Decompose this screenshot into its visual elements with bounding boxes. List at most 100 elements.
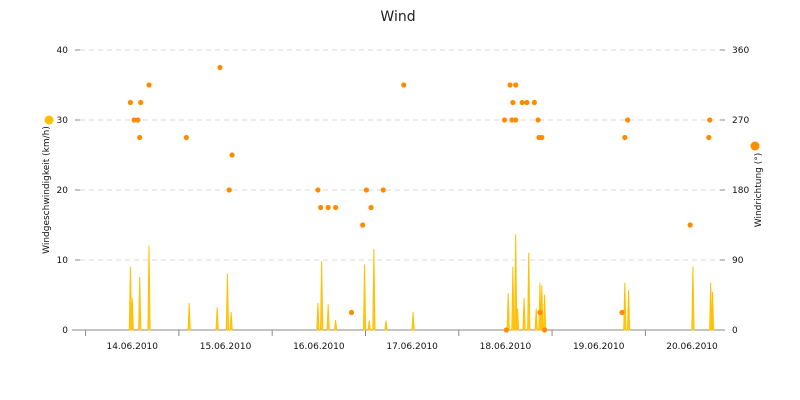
y-right-tick-label: 180 xyxy=(732,186,749,196)
x-tick-label: 14.06.2010 xyxy=(106,342,158,352)
wind-direction-point xyxy=(137,134,143,141)
wind-direction-point xyxy=(524,99,530,106)
wind-direction-point xyxy=(360,222,366,228)
y-left-tick-label: 40 xyxy=(57,46,69,56)
wind-direction-point xyxy=(513,117,519,123)
wind-direction-point xyxy=(138,99,144,106)
x-tick-label: 19.06.2010 xyxy=(573,342,625,352)
wind-speed-spike xyxy=(334,319,338,331)
wind-speed-spike xyxy=(128,266,132,331)
wind-direction-point xyxy=(539,134,545,141)
wind-direction-point xyxy=(348,309,355,316)
wind-direction-point xyxy=(226,187,232,193)
wind-direction-point xyxy=(401,82,407,88)
y-right-tick-label: 0 xyxy=(732,326,738,336)
wind-direction-point xyxy=(325,204,331,211)
gridlines xyxy=(80,49,720,261)
wind-direction-point xyxy=(509,117,515,123)
x-tick-label: 18.06.2010 xyxy=(480,342,532,352)
wind-direction-point xyxy=(131,117,137,123)
wind-direction-point xyxy=(229,152,235,158)
wind-direction-point xyxy=(501,117,508,123)
wind-speed-spike xyxy=(372,249,376,331)
wind-speed-spike xyxy=(316,302,320,331)
wind-speed-spike xyxy=(138,277,142,331)
y-left-tick-label: 10 xyxy=(57,256,69,266)
wind-direction-point xyxy=(706,134,712,141)
wind-speed-spike xyxy=(522,298,526,331)
wind-speed-spike xyxy=(229,312,233,331)
wind-direction-point xyxy=(135,117,141,123)
wind-direction-series xyxy=(127,64,713,333)
x-tick-label: 20.06.2010 xyxy=(666,342,718,352)
axes xyxy=(72,49,725,336)
wind-direction-point xyxy=(687,222,693,228)
y-right-axis-label: Windrichtung (°) xyxy=(754,153,764,228)
wind-speed-spike xyxy=(710,291,715,331)
wind-speed-spike xyxy=(534,308,538,331)
y-left-axis-label: Windgeschwindigkeit (km/h) xyxy=(42,126,52,254)
wind-direction-point xyxy=(380,187,386,193)
wind-speed-spike xyxy=(147,245,151,331)
y-left-tick-label: 0 xyxy=(62,326,68,336)
wind-speed-spike xyxy=(384,320,388,331)
wind-speed-spike xyxy=(506,293,510,331)
wind-speed-spike xyxy=(130,298,134,331)
speed-legend-marker xyxy=(44,115,54,125)
wind-direction-point xyxy=(625,117,631,123)
wind-speed-spike xyxy=(367,320,371,331)
wind-speed-spike xyxy=(542,294,547,331)
wind-speed-spike xyxy=(623,282,627,331)
wind-speed-spike xyxy=(215,307,219,331)
x-tick-label: 17.06.2010 xyxy=(386,342,438,352)
chart-title: Wind xyxy=(380,9,415,25)
y-right-tick-label: 270 xyxy=(732,116,749,126)
wind-direction-point xyxy=(333,204,339,211)
wind-direction-point xyxy=(542,327,548,333)
wind-direction-point xyxy=(217,64,223,71)
tick-labels: 0 10 20 30 40 0 90 180 270 360 14.06.2010 15.06.201… xyxy=(57,46,750,352)
wind-speed-spike xyxy=(225,273,230,331)
wind-direction-point xyxy=(146,82,152,88)
wind-direction-point xyxy=(318,204,324,211)
wind-speed-spike xyxy=(691,266,695,331)
wind-speed-spike xyxy=(626,290,631,331)
y-left-tick-label: 30 xyxy=(57,116,69,126)
wind-direction-point xyxy=(619,309,625,316)
wind-speed-spike xyxy=(514,234,518,331)
wind-direction-point xyxy=(531,99,537,106)
wind-direction-point xyxy=(537,309,543,316)
wind-direction-point xyxy=(363,187,370,193)
wind-speed-spike xyxy=(540,285,544,331)
wind-speed-spike xyxy=(515,308,520,331)
axis-labels: Windgeschwindigkeit (km/h) Windrichtung (… xyxy=(42,115,764,254)
wind-direction-point xyxy=(507,82,513,88)
y-right-tick-label: 90 xyxy=(732,256,744,266)
wind-speed-spike xyxy=(362,264,367,331)
wind-speed-spike xyxy=(709,282,713,331)
wind-direction-point xyxy=(368,204,374,211)
wind-direction-point xyxy=(127,99,133,106)
wind-speed-spike xyxy=(411,312,415,331)
wind-direction-point xyxy=(707,117,713,123)
direction-legend-marker xyxy=(750,141,760,151)
wind-speed-spike xyxy=(511,266,515,331)
y-left-tick-label: 20 xyxy=(57,186,69,196)
wind-direction-point xyxy=(510,99,516,106)
wind-direction-point xyxy=(535,117,541,123)
wind-direction-point xyxy=(519,99,525,106)
wind-direction-point xyxy=(315,187,321,193)
x-tick-label: 16.06.2010 xyxy=(293,342,345,352)
wind-speed-spike xyxy=(326,304,330,331)
wind-direction-point xyxy=(183,134,189,141)
wind-direction-point xyxy=(513,82,519,88)
wind-direction-point xyxy=(622,134,628,141)
wind-speed-spike xyxy=(527,252,531,331)
y-right-tick-label: 360 xyxy=(732,46,749,56)
wind-speed-spike xyxy=(187,302,191,331)
x-tick-label: 15.06.2010 xyxy=(200,342,252,352)
wind-direction-point xyxy=(503,327,509,333)
wind-speed-series xyxy=(128,234,715,331)
wind-speed-spike xyxy=(320,260,324,331)
